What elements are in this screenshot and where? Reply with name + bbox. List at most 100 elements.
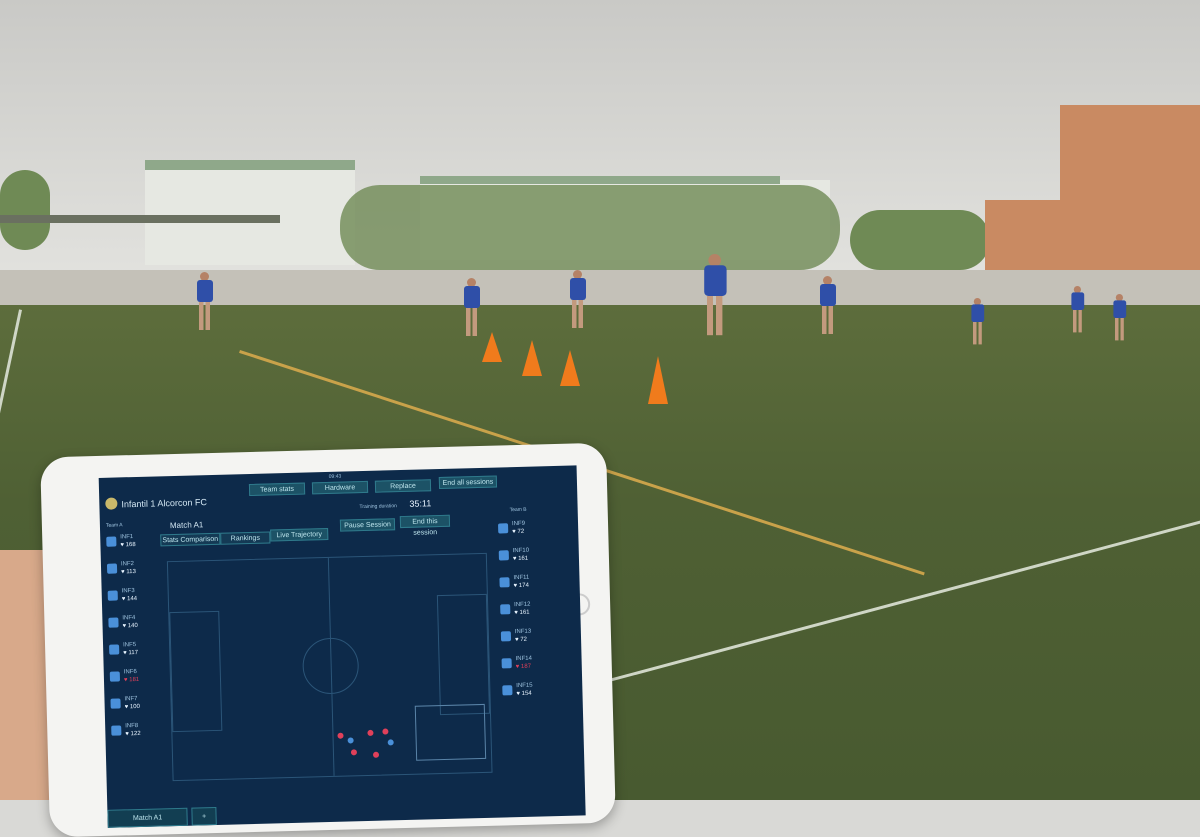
pause-session-button[interactable]: Pause Session bbox=[339, 518, 396, 532]
jersey-icon bbox=[111, 725, 122, 736]
minimap bbox=[414, 703, 487, 761]
player-item[interactable]: INF4 ♥ 140 bbox=[106, 612, 167, 641]
duration-label: Training duration bbox=[359, 503, 397, 511]
player-item[interactable]: INF7 ♥ 100 bbox=[108, 693, 169, 722]
jersey-icon bbox=[500, 631, 512, 642]
penalty-box bbox=[169, 610, 223, 733]
player-name: INF1 bbox=[120, 534, 134, 541]
live-trajectory-pitch bbox=[166, 552, 493, 782]
jersey-icon bbox=[109, 671, 121, 682]
player-item[interactable]: INF5 ♥ 117 bbox=[107, 639, 168, 668]
club-logo bbox=[105, 497, 118, 510]
tablet: 09:43 Infantil 1 Alcorcon FC Team stats … bbox=[40, 442, 616, 837]
club-name: Infantil 1 Alcorcon FC bbox=[121, 497, 208, 510]
cone bbox=[522, 340, 542, 376]
jersey-icon bbox=[106, 536, 117, 547]
player-item[interactable]: INF13 ♥ 72 bbox=[499, 626, 560, 655]
heart-rate: ♥ 117 bbox=[123, 649, 139, 657]
end-all-sessions-button[interactable]: End all sessions bbox=[438, 475, 498, 490]
training-duration: 35:11 bbox=[409, 498, 432, 509]
player-name: INF7 bbox=[124, 696, 138, 703]
end-session-button[interactable]: End this session bbox=[399, 514, 451, 537]
tab-match-a1[interactable]: Match A1 bbox=[107, 807, 188, 828]
team-a-list: INF1 ♥ 168 INF2 ♥ 113 INF3 ♥ 144 INF4 ♥ 140 INF5… bbox=[104, 531, 170, 748]
pitch-line-white bbox=[0, 309, 22, 545]
player-item[interactable]: INF6 ♥ 181 bbox=[108, 666, 169, 695]
player-item[interactable]: INF14 ♥ 187 bbox=[499, 653, 560, 682]
heart-rate: ♥ 154 bbox=[516, 690, 532, 698]
player-item[interactable]: INF3 ♥ 144 bbox=[106, 585, 167, 614]
heart-rate: ♥ 100 bbox=[124, 703, 141, 711]
player-dot bbox=[382, 728, 389, 735]
hardware-button[interactable]: Hardware bbox=[311, 480, 369, 495]
player-name: INF11 bbox=[513, 574, 530, 582]
player-item[interactable]: INF8 ♥ 122 bbox=[109, 720, 170, 749]
heart-rate: ♥ 140 bbox=[122, 622, 138, 630]
heart-rate: ♥ 181 bbox=[123, 676, 140, 684]
player-name: INF12 bbox=[514, 601, 531, 609]
player bbox=[462, 278, 480, 338]
add-tab-button[interactable]: + bbox=[191, 806, 217, 826]
jersey-icon bbox=[500, 604, 511, 615]
player-name: INF14 bbox=[515, 655, 532, 663]
player-item[interactable]: INF2 ♥ 113 bbox=[105, 558, 166, 587]
player-dot bbox=[387, 739, 394, 746]
player-name: INF8 bbox=[125, 722, 139, 730]
heart-rate: ♥ 187 bbox=[515, 663, 532, 671]
status-time: 09:43 bbox=[328, 473, 342, 480]
heart-rate: ♥ 174 bbox=[513, 582, 529, 590]
jersey-icon bbox=[106, 563, 118, 574]
player-item[interactable]: INF10 ♥ 161 bbox=[497, 545, 558, 574]
player bbox=[701, 254, 727, 338]
player-item[interactable]: INF15 ♥ 154 bbox=[500, 680, 561, 709]
team-a-label: Team A bbox=[105, 522, 123, 529]
team-stats-button[interactable]: Team stats bbox=[248, 482, 306, 497]
building-roof bbox=[420, 176, 780, 184]
heart-rate: ♥ 144 bbox=[121, 595, 138, 603]
cone bbox=[560, 350, 580, 386]
jersey-icon bbox=[502, 685, 513, 696]
jersey-icon bbox=[108, 617, 119, 628]
tab-rankings[interactable]: Rankings bbox=[220, 531, 271, 545]
tab-stats-comparison[interactable]: Stats Comparison bbox=[160, 532, 221, 547]
building-roof bbox=[145, 160, 355, 170]
player-dot bbox=[347, 737, 354, 744]
player bbox=[818, 276, 836, 336]
player-name: INF6 bbox=[123, 669, 137, 676]
player-name: INF2 bbox=[120, 561, 135, 568]
tree-line bbox=[340, 185, 840, 270]
player-name: INF13 bbox=[514, 628, 532, 636]
player-name: INF4 bbox=[122, 615, 136, 622]
tablet-screen: 09:43 Infantil 1 Alcorcon FC Team stats … bbox=[98, 465, 586, 828]
team-b-label: Team B bbox=[509, 506, 527, 514]
heart-rate: ♥ 122 bbox=[125, 730, 141, 738]
player-name: INF10 bbox=[512, 547, 530, 555]
jersey-icon bbox=[107, 590, 118, 601]
replace-button[interactable]: Replace bbox=[374, 479, 432, 493]
player-dot bbox=[350, 749, 358, 756]
heart-rate: ♥ 72 bbox=[512, 528, 525, 536]
penalty-box bbox=[436, 593, 490, 716]
cone bbox=[482, 332, 502, 362]
team-b-list: INF9 ♥ 72 INF10 ♥ 161 INF11 ♥ 174 INF12 ♥ 161 IN… bbox=[496, 518, 561, 709]
perimeter-wall bbox=[0, 270, 1200, 310]
jersey-icon bbox=[499, 577, 510, 588]
jersey-icon bbox=[109, 644, 120, 655]
match-title: Match A1 bbox=[169, 520, 204, 531]
heart-rate: ♥ 161 bbox=[512, 555, 529, 563]
player-item[interactable]: INF1 ♥ 168 bbox=[104, 531, 165, 560]
jersey-icon bbox=[498, 523, 509, 534]
jersey-icon bbox=[498, 550, 509, 561]
tab-live-trajectory[interactable]: Live Trajectory bbox=[270, 527, 329, 542]
player-item[interactable]: INF9 ♥ 72 bbox=[496, 518, 557, 547]
player-name: INF9 bbox=[511, 520, 526, 528]
player bbox=[1112, 294, 1127, 342]
player-item[interactable]: INF11 ♥ 174 bbox=[497, 572, 558, 601]
player-dot bbox=[367, 729, 374, 736]
cone bbox=[648, 356, 668, 404]
tree-line bbox=[850, 210, 990, 270]
player-item[interactable]: INF12 ♥ 161 bbox=[498, 599, 559, 628]
heart-rate: ♥ 113 bbox=[121, 569, 137, 576]
player-name: INF5 bbox=[122, 642, 137, 649]
player-dot bbox=[337, 732, 344, 739]
